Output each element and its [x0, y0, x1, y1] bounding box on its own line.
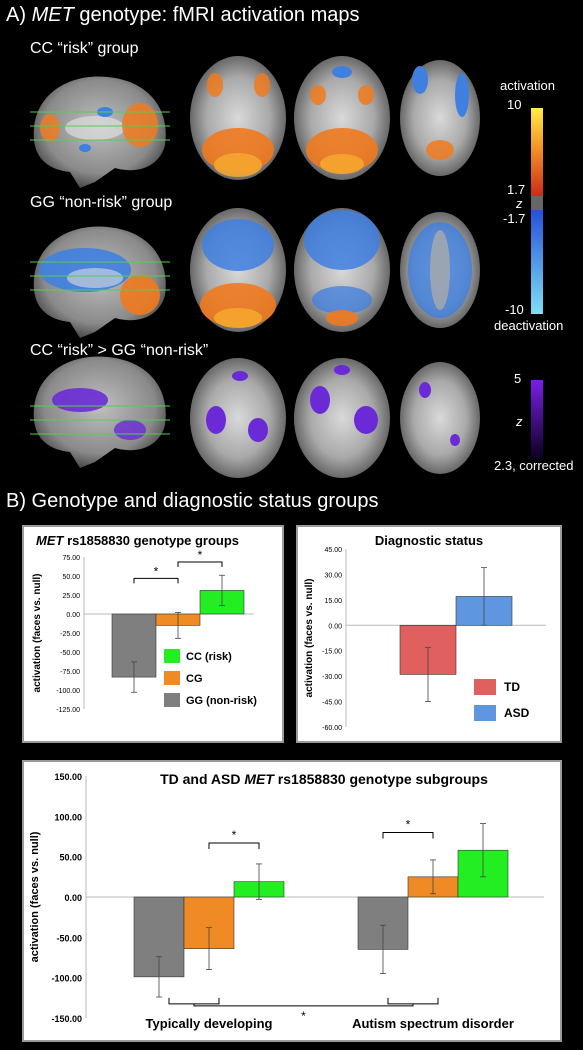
chart1-ytick-label: -100.00	[56, 688, 80, 695]
row2-sagittal	[30, 226, 170, 338]
colorbar-deactivation	[531, 210, 543, 314]
chart2-legend-label: ASD	[504, 706, 530, 720]
chart3-group-label: Typically developing	[146, 1016, 273, 1031]
colorbar-contrast	[531, 380, 543, 460]
chart1-legend-swatch	[164, 649, 180, 663]
chart-diagnostic: Diagnostic status 45.00 30.00 15.00 0.00 -15.…	[304, 533, 546, 732]
chart2-ytick-label: 45.00	[324, 547, 342, 554]
row1-sagittal	[30, 76, 170, 188]
chart3-title: TD and ASD MET rs1858830 genotype subgro…	[160, 771, 488, 787]
chart1-sig-bracket	[133, 577, 179, 584]
cb1-pos-thresh: 1.7	[507, 182, 526, 197]
chart1-sig-star: *	[154, 564, 159, 578]
row1-label: CC “risk” group	[30, 40, 139, 57]
chart-subgroups-panel: TD and ASD MET rs1858830 genotype subgro…	[22, 760, 562, 1042]
brain-maps	[30, 56, 543, 478]
row3-axial-2	[294, 358, 390, 478]
chart2-legend-swatch	[474, 705, 496, 721]
chart2-ytick-label: 15.00	[324, 598, 342, 605]
chart1-ytick-label: 50.00	[62, 574, 80, 581]
colorbar-zero	[531, 196, 543, 210]
cb2-z: z	[516, 414, 523, 429]
panel-b-title: B) Genotype and diagnostic status groups	[6, 490, 379, 512]
cb1-max: 10	[507, 97, 522, 112]
row2-axial-3	[400, 212, 480, 328]
chart2-ytick-label: -60.00	[322, 725, 342, 732]
chart1-title: MET rs1858830 genotype groups	[36, 533, 239, 548]
row3-axial-1	[190, 358, 286, 478]
chart2-title: Diagnostic status	[375, 533, 483, 548]
cb1-bottom-label: deactivation	[494, 318, 564, 333]
cb1-neg-thresh: -1.7	[503, 211, 526, 226]
chart2-legend-label: TD	[504, 680, 520, 694]
chart3-ytick-label: 50.00	[59, 853, 82, 863]
cb1-top-label: activation	[500, 78, 555, 93]
row3-label: CC “risk” > GG “non-risk”	[30, 342, 209, 359]
row3-axial-3	[400, 362, 480, 474]
chart1-legend-label: GG (non-risk)	[186, 695, 257, 707]
row1-axial-3	[400, 60, 480, 176]
row1-axial-1	[190, 56, 286, 180]
chart1-legend-swatch	[164, 693, 180, 707]
chart3-sig-bracket	[382, 831, 434, 839]
chart1-legend-swatch	[164, 671, 180, 685]
chart3-ytick-label: 150.00	[54, 772, 82, 782]
chart-genotype: MET rs1858830 genotype groups 75.00 50.00 2…	[32, 533, 257, 714]
chart-diagnostic-panel: Diagnostic status 45.00 30.00 15.00 0.00 -15.…	[296, 525, 562, 743]
chart3-sig-bracket	[208, 842, 260, 849]
chart2-legend-swatch	[474, 679, 496, 695]
chart-genotype-panel: MET rs1858830 genotype groups 75.00 50.00 2…	[22, 525, 284, 743]
chart2-ytick-label: 30.00	[324, 572, 342, 579]
chart2-ytick-label: -15.00	[322, 649, 342, 656]
chart3-ytick-label: 0.00	[64, 893, 82, 903]
chart1-sig-star: *	[198, 548, 203, 562]
row2-axial-1	[190, 208, 286, 332]
chart3-group-label: Autism spectrum disorder	[352, 1016, 514, 1031]
chart2-ytick-label: -30.00	[322, 674, 342, 681]
cb1-z: z	[516, 196, 523, 211]
chart1-ytick-label: -75.00	[60, 669, 80, 676]
chart1-ytick-label: 0.00	[66, 612, 80, 619]
chart2-ytick-label: -45.00	[322, 700, 342, 707]
chart3-ytick-label: -100.00	[51, 974, 82, 984]
chart3-ylabel: activation (faces vs. null)	[29, 831, 41, 962]
chart3-ytick-label: 100.00	[54, 812, 82, 822]
chart3-sig-star: *	[301, 1009, 306, 1023]
chart1-ytick-label: 25.00	[62, 593, 80, 600]
row2-axial-2	[294, 208, 390, 332]
chart2-ytick-label: 0.00	[328, 623, 342, 630]
chart3-ytick-label: -50.00	[56, 933, 82, 943]
chart1-legend-label: CG	[186, 673, 203, 685]
chart1-ytick-label: -25.00	[60, 631, 80, 638]
chart3-ytick-label: -150.00	[51, 1014, 82, 1024]
panel-a-title: A) MET genotype: fMRI activation maps	[6, 4, 360, 26]
cb2-max: 5	[514, 371, 522, 386]
row2-label: GG “non-risk” group	[30, 194, 173, 211]
chart1-ytick-label: 75.00	[62, 555, 80, 562]
cb1-min: -10	[505, 302, 524, 317]
chart-subgroups: TD and ASD MET rs1858830 genotype subgro…	[29, 771, 544, 1031]
cb2-min: 2.3, corrected	[494, 458, 574, 473]
chart1-ylabel: activation (faces vs. null)	[32, 574, 43, 693]
chart1-sig-bracket	[177, 561, 223, 567]
chart3-sig-star: *	[232, 828, 237, 842]
colorbar-activation	[531, 108, 543, 196]
chart2-ylabel: activation (faces vs. null)	[304, 579, 315, 698]
chart3-sig-bracket	[387, 997, 439, 1005]
chart1-legend-label: CC (risk)	[186, 651, 232, 663]
chart3-sig-bracket	[168, 997, 220, 1005]
row1-axial-2	[294, 56, 390, 180]
row3-sagittal	[30, 356, 170, 468]
chart3-sig-bracket	[193, 1003, 414, 1007]
chart1-ytick-label: -50.00	[60, 650, 80, 657]
chart1-ytick-label: -125.00	[56, 707, 80, 714]
chart3-sig-star: *	[406, 817, 411, 831]
